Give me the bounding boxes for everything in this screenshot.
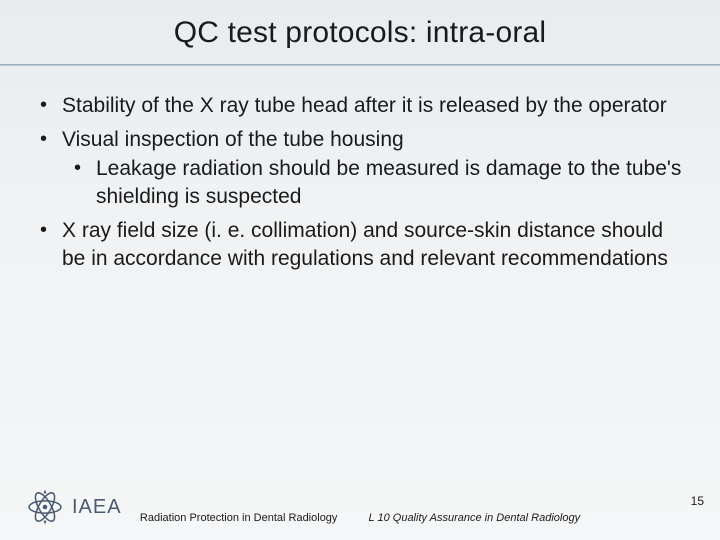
bullet-item: Visual inspection of the tube housing Le… — [36, 126, 684, 211]
bullet-item: Stability of the X ray tube head after i… — [36, 92, 684, 120]
slide-footer: IAEA Radiation Protection in Dental Radi… — [0, 478, 720, 526]
footer-text-right: L 10 Quality Assurance in Dental Radiolo… — [369, 512, 581, 524]
page-number: 15 — [691, 494, 704, 508]
bullet-item: X ray field size (i. e. collimation) and… — [36, 217, 684, 272]
slide-title: QC test protocols: intra-oral — [0, 16, 720, 50]
bullet-text: Visual inspection of the tube housing — [62, 128, 404, 151]
slide-body: Stability of the X ray tube head after i… — [0, 66, 720, 272]
sub-bullet-item: Leakage radiation should be measured is … — [62, 155, 684, 210]
footer-text-left: Radiation Protection in Dental Radiology — [140, 512, 338, 524]
footer-center: Radiation Protection in Dental Radiology… — [0, 512, 720, 524]
